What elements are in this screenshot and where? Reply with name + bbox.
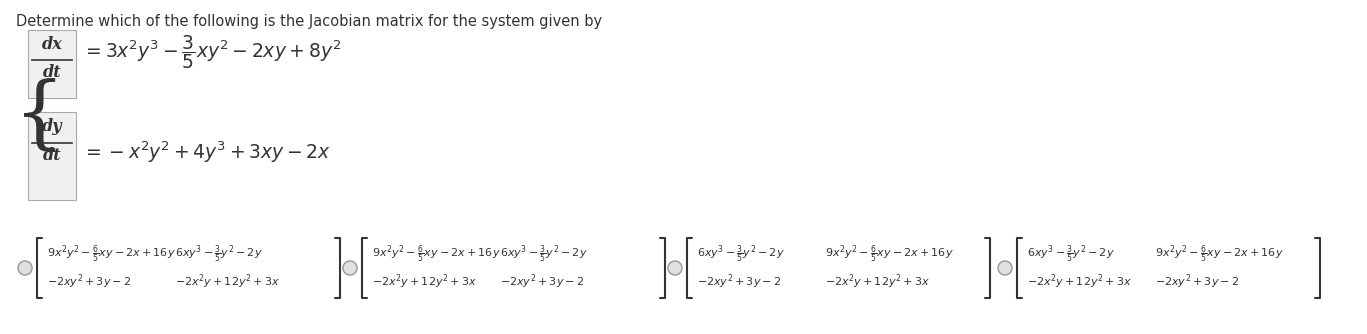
Text: $6xy^3 - \frac{3}{5}y^2 - 2y$: $6xy^3 - \frac{3}{5}y^2 - 2y$	[500, 243, 588, 265]
Text: $9x^2y^2 - \frac{6}{5}xy - 2x + 16y$: $9x^2y^2 - \frac{6}{5}xy - 2x + 16y$	[46, 243, 176, 265]
Text: $-2x^2y + 12y^2 + 3x$: $-2x^2y + 12y^2 + 3x$	[826, 273, 930, 291]
Circle shape	[668, 261, 682, 275]
Text: $-2x^2y + 12y^2 + 3x$: $-2x^2y + 12y^2 + 3x$	[1027, 273, 1132, 291]
Text: $-2x^2y + 12y^2 + 3x$: $-2x^2y + 12y^2 + 3x$	[372, 273, 477, 291]
Text: $-2xy^2 + 3y - 2$: $-2xy^2 + 3y - 2$	[1155, 273, 1240, 291]
Text: $= 3x^2y^3 - \dfrac{3}{5}xy^2 - 2xy + 8y^2$: $= 3x^2y^3 - \dfrac{3}{5}xy^2 - 2xy + 8y…	[82, 33, 342, 71]
Circle shape	[343, 261, 357, 275]
Text: $-2xy^2 + 3y - 2$: $-2xy^2 + 3y - 2$	[46, 273, 131, 291]
Circle shape	[998, 261, 1012, 275]
Text: $-2x^2y + 12y^2 + 3x$: $-2x^2y + 12y^2 + 3x$	[175, 273, 280, 291]
Text: $6xy^3 - \frac{3}{5}y^2 - 2y$: $6xy^3 - \frac{3}{5}y^2 - 2y$	[697, 243, 785, 265]
Text: dx: dx	[41, 36, 63, 53]
Text: $= -x^2y^2 + 4y^3 + 3xy - 2x$: $= -x^2y^2 + 4y^3 + 3xy - 2x$	[82, 139, 331, 165]
FancyBboxPatch shape	[27, 30, 77, 98]
Text: $9x^2y^2 - \frac{6}{5}xy - 2x + 16y$: $9x^2y^2 - \frac{6}{5}xy - 2x + 16y$	[372, 243, 500, 265]
Text: $9x^2y^2 - \frac{6}{5}xy - 2x + 16y$: $9x^2y^2 - \frac{6}{5}xy - 2x + 16y$	[826, 243, 954, 265]
Text: {: {	[14, 78, 66, 157]
Text: $9x^2y^2 - \frac{6}{5}xy - 2x + 16y$: $9x^2y^2 - \frac{6}{5}xy - 2x + 16y$	[1155, 243, 1284, 265]
FancyBboxPatch shape	[27, 112, 77, 200]
Text: dy: dy	[42, 118, 63, 135]
Text: $6xy^3 - \frac{3}{5}y^2 - 2y$: $6xy^3 - \frac{3}{5}y^2 - 2y$	[1027, 243, 1114, 265]
Text: $-2xy^2 + 3y - 2$: $-2xy^2 + 3y - 2$	[697, 273, 782, 291]
Circle shape	[18, 261, 31, 275]
Text: dt: dt	[42, 64, 62, 81]
Text: dt: dt	[42, 147, 62, 164]
Text: $-2xy^2 + 3y - 2$: $-2xy^2 + 3y - 2$	[500, 273, 584, 291]
Text: $6xy^3 - \frac{3}{5}y^2 - 2y$: $6xy^3 - \frac{3}{5}y^2 - 2y$	[175, 243, 262, 265]
Text: Determine which of the following is the Jacobian matrix for the system given by: Determine which of the following is the …	[16, 14, 601, 29]
